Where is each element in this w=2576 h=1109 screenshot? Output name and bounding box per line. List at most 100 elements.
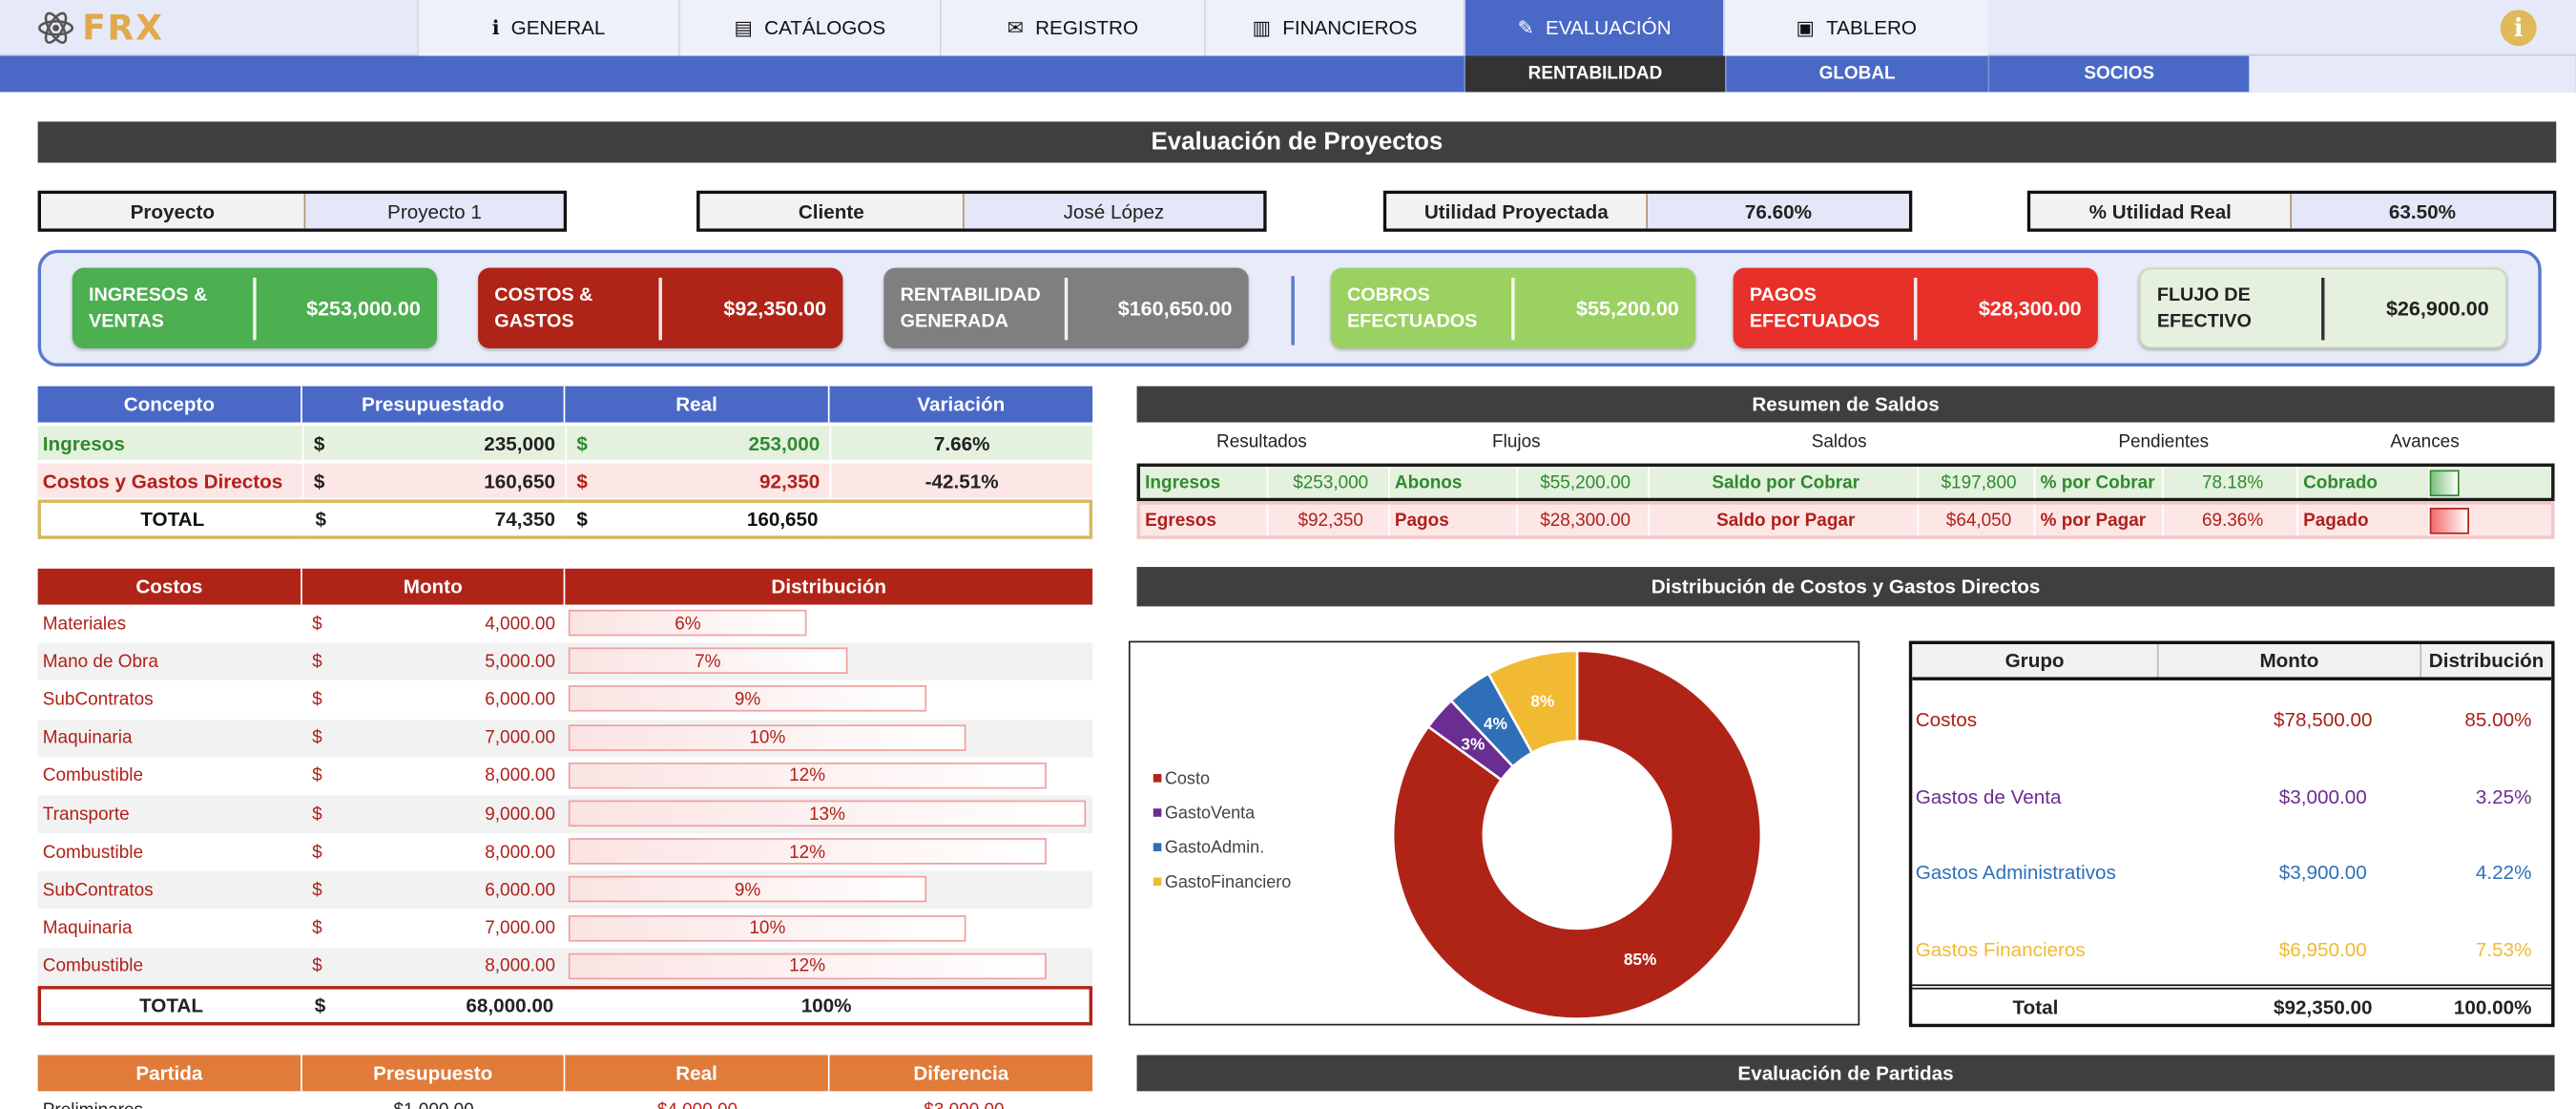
slice-label: 8%: [1530, 692, 1554, 711]
costo-monto-cell: $7,000.00: [302, 910, 566, 948]
costo-label: Maquinaria: [42, 918, 133, 939]
presupuestado-cell: $235,000: [301, 425, 566, 461]
concepto-row: Costos y Gastos Directos $160,650 $92,350-…: [37, 463, 1093, 500]
grupo-row: Gastos Financieros $6,950.00 7.53%: [1912, 911, 2551, 987]
partida-col: Partida: [38, 1055, 302, 1092]
costo-monto: 8,000.00: [485, 765, 556, 786]
tab-registro[interactable]: ✉ REGISTRO: [939, 0, 1205, 56]
currency: $: [312, 918, 322, 939]
grupo-total-row: Total $92,350.00 100.00%: [1912, 984, 2552, 1023]
distribucion-cell: 12%: [565, 833, 1092, 871]
grupo-monto: $78,500.00: [2274, 708, 2373, 732]
presupuestado-value: 160,650: [484, 469, 556, 492]
kpi-divider: [1291, 276, 1295, 345]
presupuestado-cell: $74,350: [303, 502, 565, 536]
tab-catálogos[interactable]: ▤ CATÁLOGOS: [678, 0, 940, 56]
costo-monto: 7,000.00: [485, 918, 556, 939]
grupo-pct: 3.25%: [2475, 785, 2532, 808]
legend-label: GastoVenta: [1165, 804, 1256, 823]
kpi-card: RENTABILIDAD GENERADA $160,650.00: [883, 267, 1249, 349]
legend-label: GastoFinanciero: [1165, 872, 1292, 891]
grupo-pct: 4.22%: [2475, 861, 2532, 885]
presupuestado-col: Presupuestado: [302, 386, 566, 423]
distribucion-pct: 6%: [675, 614, 701, 634]
currency: $: [312, 690, 322, 710]
subtab-socios[interactable]: SOCIOS: [1987, 55, 2249, 93]
variacion-cell: -42.51%: [829, 463, 1093, 498]
resumen-cell-e: Saldo por Pagar: [1650, 504, 1920, 536]
tab-evaluación[interactable]: ✎ EVALUACIÓN: [1464, 0, 1724, 56]
app-logo[interactable]: FRX: [36, 3, 184, 52]
costos-row: Combustible $8,000.00 12%: [37, 757, 1093, 796]
costo-label: Mano de Obra: [42, 652, 158, 672]
total-label: TOTAL: [139, 994, 203, 1017]
distribucion-pct: 9%: [734, 690, 761, 710]
legend-swatch: [1153, 843, 1162, 851]
presupuesto-col: Presupuesto: [302, 1055, 566, 1092]
kpi-value: $253,000.00: [306, 296, 421, 320]
tab-financieros[interactable]: ▥ FINANCIEROS: [1204, 0, 1465, 56]
subtab-rentabilidad[interactable]: RENTABILIDAD: [1464, 55, 1725, 93]
partida-label: Preliminares: [38, 1095, 302, 1109]
avance-bar-cell: [2429, 505, 2551, 536]
costo-monto-cell: $7,000.00: [302, 719, 566, 757]
utilidad-box: Utilidad Proyectada 76.60%: [1382, 190, 1913, 232]
info-icon[interactable]: i: [2500, 10, 2537, 47]
slice-costo: [1391, 649, 1763, 1020]
grupo-pct: 7.53%: [2475, 937, 2532, 961]
resultados-col: Resultados: [1216, 431, 1307, 452]
partida-row: Preliminares $1,000.00 $4,000.00 -$3,000…: [38, 1095, 1092, 1109]
tab-general[interactable]: ℹ GENERAL: [417, 0, 679, 56]
tab-label: TABLERO: [1826, 16, 1917, 40]
utilidad-real-box: % Utilidad Real 63.50%: [2026, 190, 2557, 232]
partida-real-col: Real: [565, 1055, 830, 1092]
costo-monto-cell: $8,000.00: [302, 833, 566, 871]
distribucion-bar: [568, 685, 927, 713]
resumen-cell-c: Abonos: [1390, 467, 1519, 498]
grupo-total-label: Total: [2012, 994, 2059, 1018]
costo-label: SubContratos: [42, 880, 154, 901]
real-col: Real: [565, 386, 830, 423]
presupuestado-cell: $160,650: [301, 463, 566, 498]
costos-row: Maquinaria $7,000.00 10%: [37, 719, 1093, 758]
costos-row: Combustible $8,000.00 12%: [37, 833, 1093, 871]
resumen-cell-g: % por Pagar: [2035, 504, 2164, 536]
slice-gastofinanciero: [1486, 649, 1579, 755]
currency: $: [312, 804, 322, 825]
tab-label: EVALUACIÓN: [1545, 16, 1672, 40]
donut-chart: 85% Costo 3% GastoVenta 4% GastoAdmin. 8% Gasto…: [1153, 649, 1763, 1020]
currency: $: [313, 430, 325, 455]
costo-label: Transporte: [42, 804, 130, 825]
chart-icon: ✎: [1517, 16, 1534, 40]
costo-monto-cell: $6,000.00: [302, 871, 566, 910]
cliente-value: José López: [964, 194, 1264, 229]
resumen-title: Resumen de Saldos: [1136, 386, 2555, 423]
real-cell: $92,350: [565, 463, 829, 498]
subtab-global[interactable]: GLOBAL: [1724, 55, 1988, 93]
distribucion-cell: 6%: [565, 605, 1092, 643]
costo-monto: 4,000.00: [485, 614, 556, 634]
resumen-cell-f: $197,800: [1919, 467, 2036, 498]
proyecto-select[interactable]: Proyecto 1: [305, 194, 564, 229]
partida-dif: -$3,000.00: [830, 1095, 1093, 1109]
costo-label: SubContratos: [42, 690, 154, 710]
concepto-row: Ingresos $235,000 $253,000 7.66%: [37, 425, 1093, 462]
partida-header: Partida Presupuesto Real Diferencia: [37, 1055, 1093, 1092]
tab-label: GENERAL: [510, 16, 606, 40]
costo-monto-cell: $4,000.00: [302, 605, 566, 643]
currency: $: [312, 727, 322, 748]
concepto-col: Concepto: [38, 386, 302, 423]
variacion-cell: [827, 502, 1090, 536]
tab-tablero[interactable]: ▣ TABLERO: [1723, 0, 1988, 56]
concepto-label: TOTAL: [140, 508, 205, 532]
costo-monto: 6,000.00: [485, 880, 556, 901]
info-icon: ℹ: [491, 16, 500, 40]
costo-monto-cell: $9,000.00: [302, 795, 566, 833]
total-currency: $: [314, 994, 326, 1017]
real-value: 160,650: [746, 508, 819, 532]
partida-pres: $1,000.00: [302, 1095, 566, 1109]
distribucion-bar: [568, 723, 966, 751]
costos-header: Costos Monto Distribución: [37, 568, 1093, 605]
partidas-title: Evaluación de Partidas: [1136, 1055, 2555, 1092]
resumen-cell-e: Saldo por Cobrar: [1650, 467, 1920, 498]
